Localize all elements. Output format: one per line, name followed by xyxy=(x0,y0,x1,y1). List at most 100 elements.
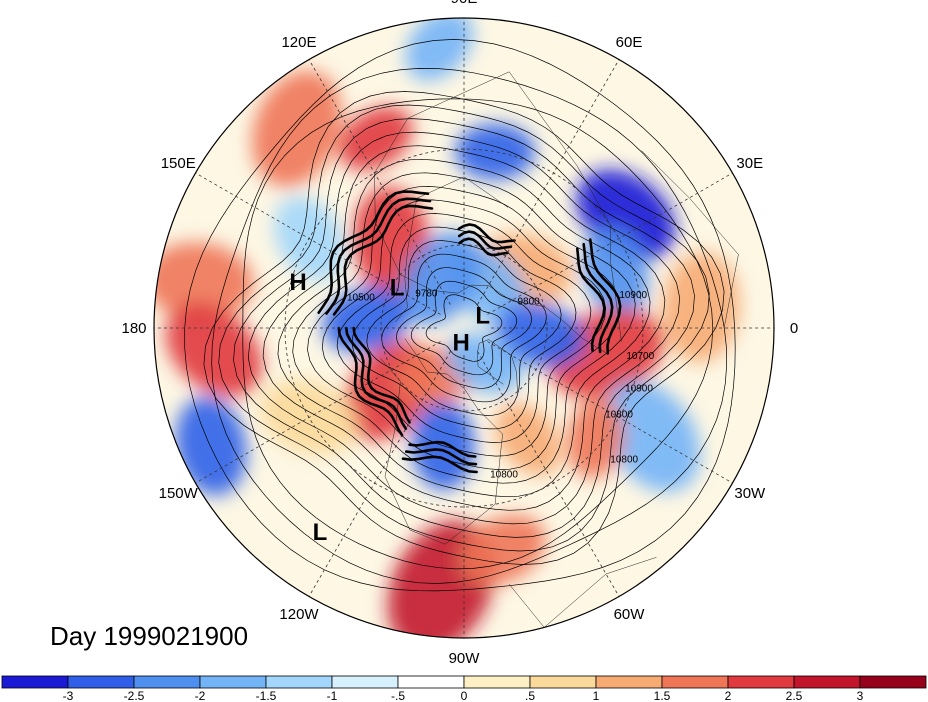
colorbar-swatch xyxy=(1,675,69,689)
longitude-label: 30W xyxy=(734,485,766,502)
colorbar-tick-label: 2 xyxy=(725,689,732,702)
anomaly-blob xyxy=(495,403,562,476)
low-pressure-label: L xyxy=(313,519,328,546)
jet-contour xyxy=(457,230,513,250)
meridian-line xyxy=(487,172,733,315)
colorbar-tick-label: -1 xyxy=(327,689,338,702)
colorbar-swatch xyxy=(67,675,135,689)
anomaly-blob xyxy=(322,286,411,353)
meridian-line xyxy=(195,172,441,315)
colorbar-swatch xyxy=(793,675,861,689)
colorbar-swatch xyxy=(529,675,597,689)
longitude-label: 120W xyxy=(279,606,319,623)
longitude-label: 150E xyxy=(161,155,196,172)
longitude-labels: 90E 60E 30E 0 30W 60W 90W 120W 150W 180 150E 120E xyxy=(121,0,798,667)
jet-contour xyxy=(457,223,516,244)
jet-contour xyxy=(576,247,606,352)
meridian-line xyxy=(477,59,620,305)
colorbar-tick-label: -3 xyxy=(63,689,74,702)
anomaly-blob xyxy=(405,18,473,81)
low-pressure-label: L xyxy=(475,303,490,330)
coastline xyxy=(477,339,518,392)
jet-contour xyxy=(332,204,434,316)
colorbar-swatch xyxy=(331,675,399,689)
longitude-label: 90W xyxy=(449,650,481,667)
colorbar-swatch xyxy=(265,675,333,689)
meridian-line xyxy=(477,351,620,597)
longitude-label: 0 xyxy=(790,320,798,337)
colorbar-tick-label: 0 xyxy=(461,689,468,702)
colorbar-tick-label: .5 xyxy=(525,689,535,702)
colorbar-swatch xyxy=(661,675,729,689)
contour-label: 10700 xyxy=(626,351,654,362)
anomaly-blob xyxy=(252,70,342,187)
meridian-line xyxy=(308,351,451,597)
colorbar-tick-label: 2.5 xyxy=(786,689,803,702)
contour-labels: 9800 9780 10500 10800 10700 10900 10800 10800 10… xyxy=(347,288,655,480)
longitude-label: 60E xyxy=(616,34,643,51)
jet-contour xyxy=(325,197,432,315)
anomaly-blob xyxy=(496,302,586,368)
longitude-label: 30E xyxy=(736,155,763,172)
coastline xyxy=(509,557,657,628)
meridian-line xyxy=(308,59,451,305)
jet-contour xyxy=(582,242,614,354)
meridian-line xyxy=(487,341,733,484)
contour-label: 9780 xyxy=(415,288,438,299)
anomaly-blob xyxy=(154,242,254,320)
colorbar-tick-label: 1 xyxy=(593,689,600,702)
anomaly-blob xyxy=(455,123,536,180)
anomaly-blob xyxy=(165,303,263,397)
colorbar-tick-label: -1.5 xyxy=(256,689,277,702)
longitude-label: 180 xyxy=(121,320,146,337)
longitude-label: 150W xyxy=(159,485,199,502)
anomaly-blob xyxy=(401,231,481,325)
colorbar: -3 -2.5 -2 -1.5 -1 -.5 0 .5 1 1.5 2 2.5 3 xyxy=(1,675,927,702)
coastline xyxy=(380,338,503,545)
contour-label: 10800 xyxy=(490,469,518,480)
colorbar-tick-label: 1.5 xyxy=(654,689,671,702)
map-disk xyxy=(154,18,774,638)
colorbar-tick-label: -2.5 xyxy=(124,689,145,702)
longitude-label: 120E xyxy=(281,34,316,51)
anomaly-blob xyxy=(662,252,740,363)
colorbar-swatch xyxy=(727,675,795,689)
colorbar-swatch xyxy=(859,675,927,689)
colorbar-swatch xyxy=(595,675,663,689)
colorbar-tick-label: 3 xyxy=(857,689,864,702)
anomaly-shading xyxy=(154,18,740,638)
contour-label: 10800 xyxy=(605,409,633,420)
colorbar-swatch xyxy=(397,675,465,689)
contour-label: 9800 xyxy=(517,296,540,307)
low-pressure-label: L xyxy=(390,275,405,302)
contour-label: 10900 xyxy=(625,384,653,395)
longitude-label: 60W xyxy=(614,606,646,623)
contour-label: 10800 xyxy=(610,454,638,465)
high-pressure-label: H xyxy=(289,269,306,296)
colorbar-swatch xyxy=(199,675,267,689)
lat-lon-grid xyxy=(154,18,774,638)
colorbar-swatch xyxy=(133,675,201,689)
colorbar-tick-label: -2 xyxy=(195,689,206,702)
height-contour xyxy=(410,280,518,376)
contour-label: 10900 xyxy=(619,290,647,301)
contour-label: 10500 xyxy=(347,292,375,303)
colorbar-swatch xyxy=(463,675,531,689)
jet-contour xyxy=(352,326,411,424)
high-pressure-label: H xyxy=(453,329,470,356)
day-title: Day 1999021900 xyxy=(50,621,248,651)
anomaly-blob xyxy=(603,381,701,492)
meridian-line xyxy=(195,341,441,484)
colorbar-tick-label: -.5 xyxy=(391,689,405,702)
jet-contour xyxy=(405,448,478,466)
longitude-label: 90E xyxy=(451,0,478,7)
jet-contour xyxy=(458,237,509,257)
jet-contour xyxy=(317,190,430,314)
jet-contour xyxy=(589,238,622,355)
map-boundary xyxy=(153,17,775,639)
coastline xyxy=(395,176,509,323)
anomaly-blob xyxy=(175,396,247,496)
